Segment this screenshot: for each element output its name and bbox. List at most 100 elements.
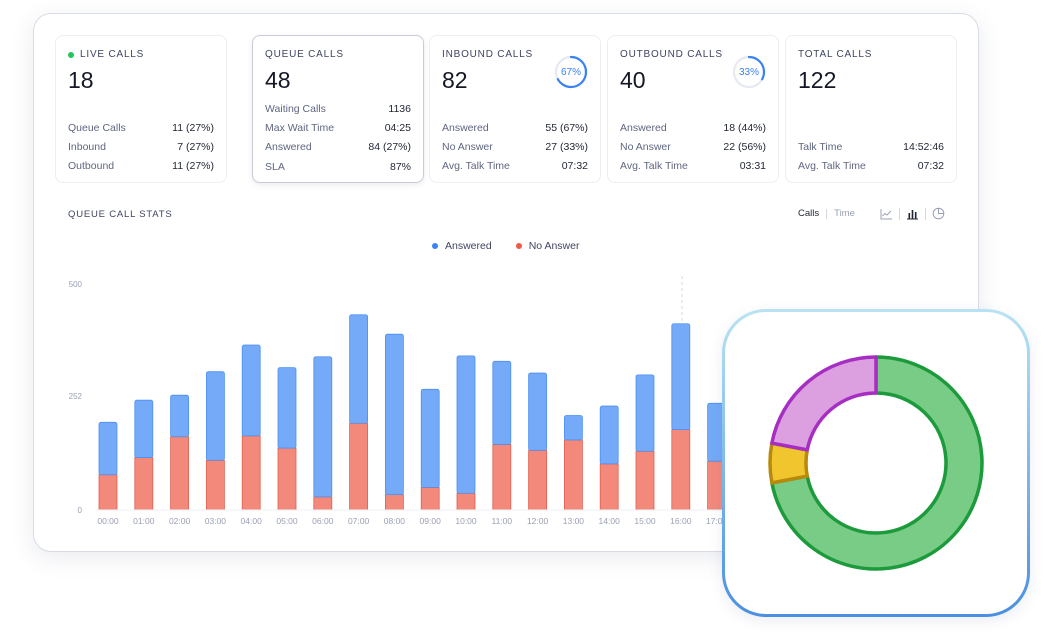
queue-calls-card[interactable]: QUEUE CALLS 48 Waiting Calls 1136 Max Wai… — [252, 35, 424, 183]
bar-answered[interactable] — [384, 333, 404, 496]
bar-no-answer[interactable] — [241, 435, 261, 511]
row-label: Outbound — [68, 160, 115, 173]
card-value: 48 — [265, 67, 291, 93]
bar-no-answer[interactable] — [492, 444, 512, 511]
dashboard-panel: LIVE CALLS 18 Queue Calls 11 (27%) Inboun… — [33, 13, 979, 552]
card-rows: Answered 18 (44%) No Answer 22 (56%) Avg. … — [620, 118, 766, 176]
x-tick-label: 15:00 — [634, 516, 656, 526]
bar-answered[interactable] — [528, 372, 548, 451]
bar-no-answer[interactable] — [170, 436, 190, 511]
bar-answered[interactable] — [134, 399, 154, 458]
live-calls-card[interactable]: LIVE CALLS 18 Queue Calls 11 (27%) Inboun… — [55, 35, 227, 183]
card-title: LIVE CALLS — [80, 49, 145, 60]
row-label: Waiting Calls — [265, 102, 326, 115]
bar-no-answer[interactable] — [599, 463, 619, 511]
row-value: 27 (33%) — [545, 140, 588, 153]
bar-answered[interactable] — [349, 314, 369, 424]
bar-no-answer[interactable] — [528, 449, 548, 511]
toggle-time[interactable]: Time — [834, 208, 855, 219]
x-tick-label: 17:00 — [706, 516, 728, 526]
legend-dot-icon — [515, 243, 522, 249]
x-tick-label: 01:00 — [133, 516, 155, 526]
bar-answered[interactable] — [277, 367, 297, 449]
x-tick-label: 09:00 — [420, 516, 442, 526]
row-label: Inbound — [68, 140, 106, 153]
toggle-calls[interactable]: Calls — [798, 208, 820, 219]
toggle-divider — [826, 208, 828, 219]
card-row: No Answer 22 (56%) — [620, 137, 766, 156]
row-label: Answered — [620, 121, 667, 134]
chart-view-switcher — [880, 207, 945, 220]
card-title: OUTBOUND CALLS — [620, 49, 723, 60]
card-rows: Waiting Calls 1136 Max Wait Time 04:25 Ans… — [265, 99, 411, 176]
card-rows: Talk Time 14:52:46 Avg. Talk Time 07:32 — [798, 137, 944, 176]
bar-no-answer[interactable] — [671, 429, 691, 511]
bar-no-answer[interactable] — [564, 439, 583, 511]
bar-no-answer[interactable] — [98, 474, 118, 511]
legend-label: Answered — [445, 240, 492, 252]
pie-chart-icon[interactable] — [932, 207, 945, 220]
bar-answered[interactable] — [313, 356, 333, 498]
view-divider — [925, 207, 926, 220]
bar-answered[interactable] — [671, 323, 691, 430]
bar-no-answer[interactable] — [420, 486, 440, 511]
bar-answered[interactable] — [599, 405, 619, 465]
inbound-calls-card[interactable]: INBOUND CALLS 82 67% Answered 55 (67%) No… — [429, 35, 601, 183]
card-row: Avg. Talk Time 07:32 — [798, 156, 944, 175]
bar-no-answer[interactable] — [349, 422, 369, 511]
bar-no-answer[interactable] — [134, 457, 154, 511]
outbound-progress-ring — [732, 55, 766, 89]
card-row: Outbound 11 (27%) — [68, 157, 214, 176]
bar-answered[interactable] — [241, 344, 261, 437]
bar-answered[interactable] — [492, 360, 512, 445]
bar-no-answer[interactable] — [277, 447, 297, 511]
bar-answered[interactable] — [420, 388, 440, 488]
bar-answered[interactable] — [170, 394, 190, 438]
legend-item[interactable]: Answered — [432, 240, 492, 252]
live-calls-title-wrap: LIVE CALLS — [68, 49, 214, 60]
row-value: 03:31 — [739, 160, 766, 173]
bar-no-answer[interactable] — [456, 492, 476, 511]
x-tick-label: 13:00 — [563, 516, 585, 526]
row-value: 1136 — [388, 102, 411, 115]
x-tick-label: 03:00 — [205, 516, 227, 526]
donut-segment[interactable] — [770, 355, 984, 571]
x-tick-label: 07:00 — [348, 516, 370, 526]
total-calls-card[interactable]: TOTAL CALLS 122 Talk Time 14:52:46 Avg. T… — [785, 35, 957, 183]
bar-answered[interactable] — [205, 371, 225, 461]
row-value: 04:25 — [384, 121, 411, 134]
legend-item[interactable]: No Answer — [515, 240, 579, 252]
bar-answered[interactable] — [564, 415, 583, 441]
queue-call-stats-title: QUEUE CALL STATS — [68, 209, 173, 220]
card-row: No Answer 27 (33%) — [442, 137, 588, 156]
bar-no-answer[interactable] — [635, 450, 655, 511]
card-row: Inbound 7 (27%) — [68, 137, 214, 156]
card-rows: Queue Calls 11 (27%) Inbound 7 (27%) Outbo… — [68, 118, 214, 176]
bar-answered[interactable] — [635, 374, 655, 452]
outbound-calls-card[interactable]: OUTBOUND CALLS 40 33% Answered 18 (44%) N… — [607, 35, 779, 183]
card-row: Answered 18 (44%) — [620, 118, 766, 137]
metric-toggle: Calls Time — [798, 208, 855, 219]
bar-answered[interactable] — [456, 355, 476, 494]
row-value: 22 (56%) — [723, 140, 766, 153]
row-value: 11 (27%) — [172, 121, 214, 134]
row-label: Avg. Talk Time — [620, 160, 688, 173]
bar-chart-icon[interactable] — [906, 208, 919, 220]
row-value: 07:32 — [561, 160, 588, 173]
donut-chart-card — [722, 309, 1030, 617]
line-chart-icon[interactable] — [880, 208, 893, 220]
donut-segment[interactable] — [770, 355, 878, 452]
row-value: 14:52:46 — [903, 140, 944, 153]
x-tick-label: 16:00 — [670, 516, 692, 526]
bar-answered[interactable] — [98, 421, 118, 476]
chart-legend: Answered No Answer — [432, 240, 579, 252]
card-row: Avg. Talk Time 07:32 — [442, 157, 588, 176]
card-value: 18 — [68, 67, 94, 93]
card-title: INBOUND CALLS — [442, 49, 533, 60]
card-value: 122 — [798, 67, 837, 93]
bar-no-answer[interactable] — [384, 494, 404, 511]
bar-no-answer[interactable] — [313, 496, 333, 511]
row-value: 84 (27%) — [368, 141, 411, 154]
bar-no-answer[interactable] — [205, 459, 225, 511]
card-rows: Answered 55 (67%) No Answer 27 (33%) Avg. … — [442, 118, 588, 176]
